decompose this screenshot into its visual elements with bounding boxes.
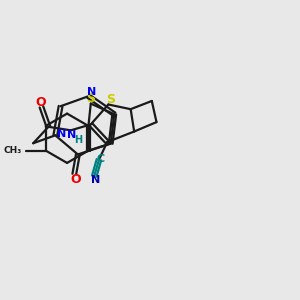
Text: S: S xyxy=(86,92,95,105)
Text: N: N xyxy=(56,129,66,139)
Text: CH₃: CH₃ xyxy=(4,146,22,155)
Text: O: O xyxy=(35,96,46,109)
Text: N: N xyxy=(87,87,96,97)
Text: O: O xyxy=(70,173,81,186)
Text: N: N xyxy=(67,130,76,140)
Text: H: H xyxy=(74,135,82,145)
Text: N: N xyxy=(91,175,100,184)
Text: C: C xyxy=(96,154,104,164)
Text: S: S xyxy=(106,93,115,106)
